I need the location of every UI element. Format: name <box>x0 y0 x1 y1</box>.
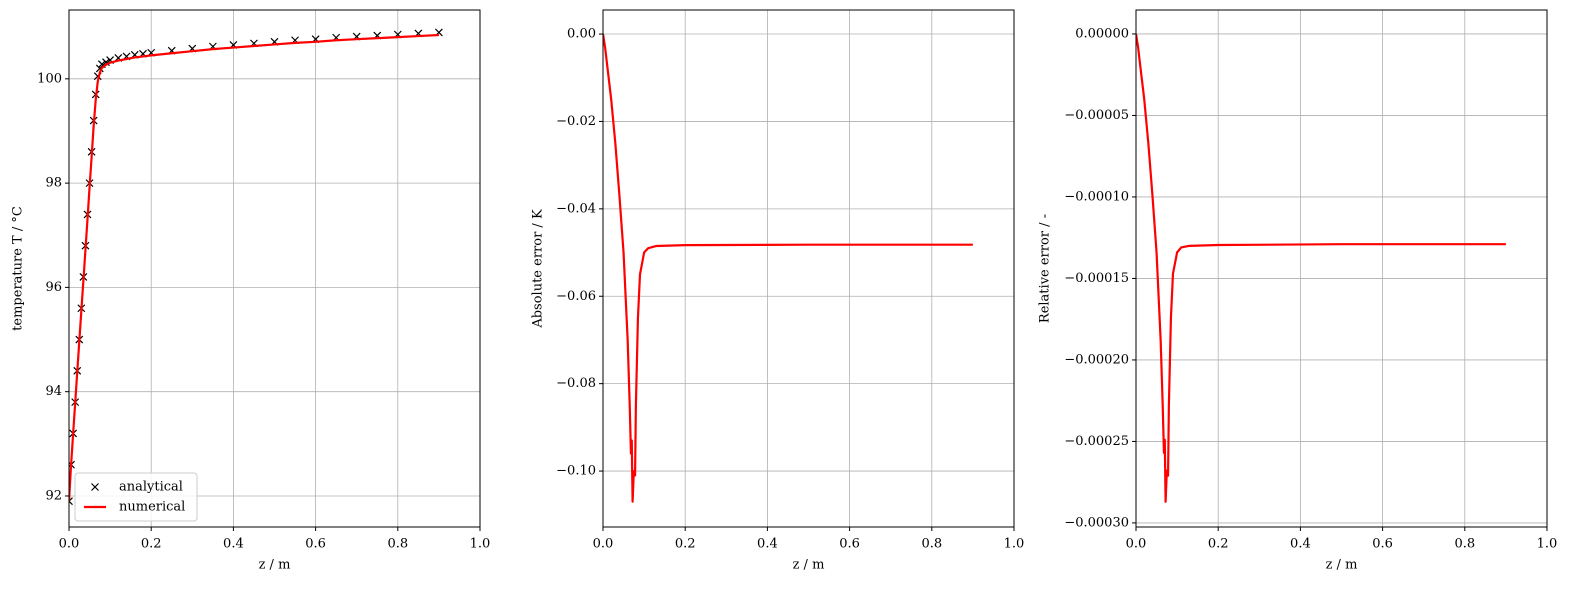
marker <box>69 497 73 506</box>
y-tick-label: −0.00010 <box>1064 189 1129 204</box>
y-tick-label: 100 <box>37 71 62 86</box>
legend-marker <box>91 483 99 491</box>
y-tick-label: −0.00005 <box>1064 108 1129 123</box>
plot-area <box>1136 33 1506 503</box>
x-tick-label: 0.6 <box>305 537 326 552</box>
axes-frame <box>1135 9 1548 528</box>
x-tick-label: 0.4 <box>757 537 778 552</box>
y-tick-label: −0.00015 <box>1064 271 1129 286</box>
y-tick-label: −0.10 <box>556 464 596 479</box>
x-tick-label: 0.2 <box>1208 537 1229 552</box>
axes-frame <box>68 9 481 528</box>
y-tick-label: −0.00020 <box>1064 352 1129 367</box>
x-tick-label: 0.6 <box>1372 537 1393 552</box>
line <box>603 33 973 503</box>
y-axis-label: Relative error / - <box>1038 214 1053 323</box>
x-axis-label: z / m <box>1326 558 1358 573</box>
y-tick-label: −0.00025 <box>1064 434 1129 449</box>
x-tick-label: 0.8 <box>921 537 942 552</box>
x-tick-label: 1.0 <box>470 537 491 552</box>
x-tick-label: 1.0 <box>1537 537 1558 552</box>
x-tick-label: 0.0 <box>59 537 80 552</box>
axes-frame <box>602 9 1015 528</box>
x-tick-label: 0.4 <box>223 537 244 552</box>
subplot: 0.0 0.2 0.4 0.6 0.8 1.0 0.00000 −0.00005 −0.0001… <box>1038 9 1558 573</box>
legend-box <box>74 472 198 522</box>
x-axis-label: z / m <box>793 558 825 573</box>
y-tick-label: 94 <box>45 384 62 399</box>
y-axis-label: temperature T / °C <box>11 206 26 331</box>
marker <box>95 64 104 73</box>
y-tick-label: 98 <box>45 176 62 191</box>
line <box>1136 33 1506 503</box>
y-tick-label: −0.04 <box>556 201 596 216</box>
x-tick-label: 1.0 <box>1004 537 1025 552</box>
legend-label: analytical <box>119 480 183 495</box>
subplot: 0.0 0.2 0.4 0.6 0.8 1.0 92 94 96 98 100 z / m temper… <box>11 9 491 573</box>
y-tick-label: −0.08 <box>556 376 596 391</box>
y-axis-label: Absolute error / K <box>531 209 546 329</box>
x-tick-label: 0.8 <box>1454 537 1475 552</box>
x-axis-label: z / m <box>259 558 291 573</box>
plot-area <box>69 28 443 506</box>
x-tick-label: 0.8 <box>387 537 408 552</box>
x-tick-label: 0.2 <box>141 537 162 552</box>
plot-area <box>603 33 973 503</box>
x-tick-label: 0.4 <box>1290 537 1311 552</box>
y-tick-label: 0.00000 <box>1075 26 1129 41</box>
x-tick-label: 0.0 <box>593 537 614 552</box>
y-tick-label: 0.00 <box>567 27 596 42</box>
x-tick-label: 0.2 <box>675 537 696 552</box>
y-tick-label: −0.02 <box>556 114 596 129</box>
y-tick-label: 96 <box>45 280 62 295</box>
subplot: 0.0 0.2 0.4 0.6 0.8 1.0 0.00 −0.02 −0.04 −0.06 −0.… <box>531 9 1025 573</box>
y-tick-label: −0.00030 <box>1064 515 1129 530</box>
line <box>69 33 439 502</box>
x-tick-label: 0.6 <box>839 537 860 552</box>
legend: analytical numerical <box>74 472 198 522</box>
legend-label: numerical <box>119 500 185 515</box>
x-tick-label: 0.0 <box>1126 537 1147 552</box>
y-tick-label: 92 <box>45 488 62 503</box>
y-tick-label: −0.06 <box>556 289 596 304</box>
